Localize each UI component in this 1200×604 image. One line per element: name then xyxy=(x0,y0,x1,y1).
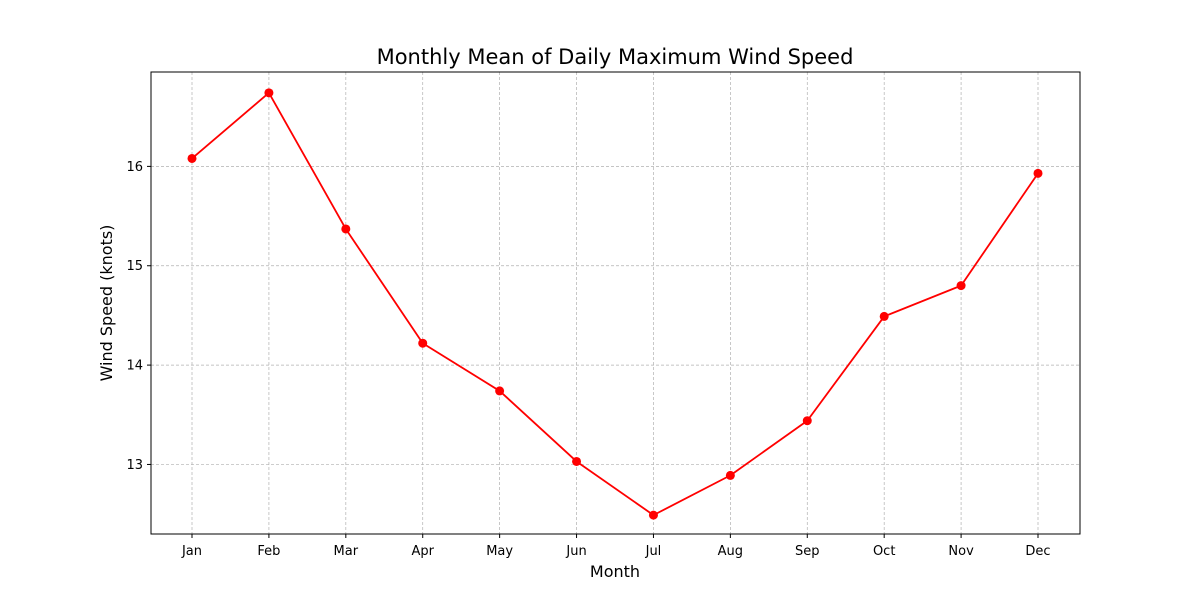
x-tick-label: May xyxy=(486,544,513,559)
y-tick-label: 16 xyxy=(126,160,143,175)
data-point xyxy=(341,224,351,234)
data-point xyxy=(572,456,582,466)
data-point xyxy=(648,510,658,520)
plot-area-frame xyxy=(150,71,1081,535)
data-point xyxy=(495,386,505,396)
data-point xyxy=(264,88,274,98)
y-tick-label: 15 xyxy=(126,259,143,274)
data-point xyxy=(725,470,735,480)
data-point xyxy=(187,153,197,163)
y-axis-label: Wind Speed (knots) xyxy=(97,225,116,382)
x-tick-label: Aug xyxy=(718,544,743,559)
x-tick-label: Nov xyxy=(948,544,974,559)
x-axis-label: Month xyxy=(590,562,640,581)
x-tick-label: Jun xyxy=(565,544,586,559)
x-tick-label: Dec xyxy=(1025,544,1050,559)
x-tick-label: Oct xyxy=(873,544,895,559)
x-tick-label: Jul xyxy=(645,544,662,559)
x-tick-label: Feb xyxy=(257,544,280,559)
grid xyxy=(151,72,1080,534)
y-tick-label: 14 xyxy=(126,359,143,374)
y-tick-label: 13 xyxy=(126,458,143,473)
x-axis: Jan Feb Mar Apr May Jun Jul Aug Sep Oct Nov Dec xyxy=(181,534,1051,559)
x-tick-label: Sep xyxy=(795,544,820,559)
y-axis: 13 14 15 16 xyxy=(126,160,151,473)
x-tick-label: Apr xyxy=(411,544,434,559)
data-point xyxy=(956,281,966,291)
series-line xyxy=(191,91,1039,517)
x-tick-label: Mar xyxy=(334,544,359,559)
data-point xyxy=(1033,168,1043,178)
data-point xyxy=(418,338,428,348)
data-series xyxy=(187,88,1043,520)
data-point xyxy=(879,311,889,321)
data-point xyxy=(802,416,812,426)
chart-title: Monthly Mean of Daily Maximum Wind Speed xyxy=(377,45,854,69)
x-tick-label: Jan xyxy=(181,544,202,559)
